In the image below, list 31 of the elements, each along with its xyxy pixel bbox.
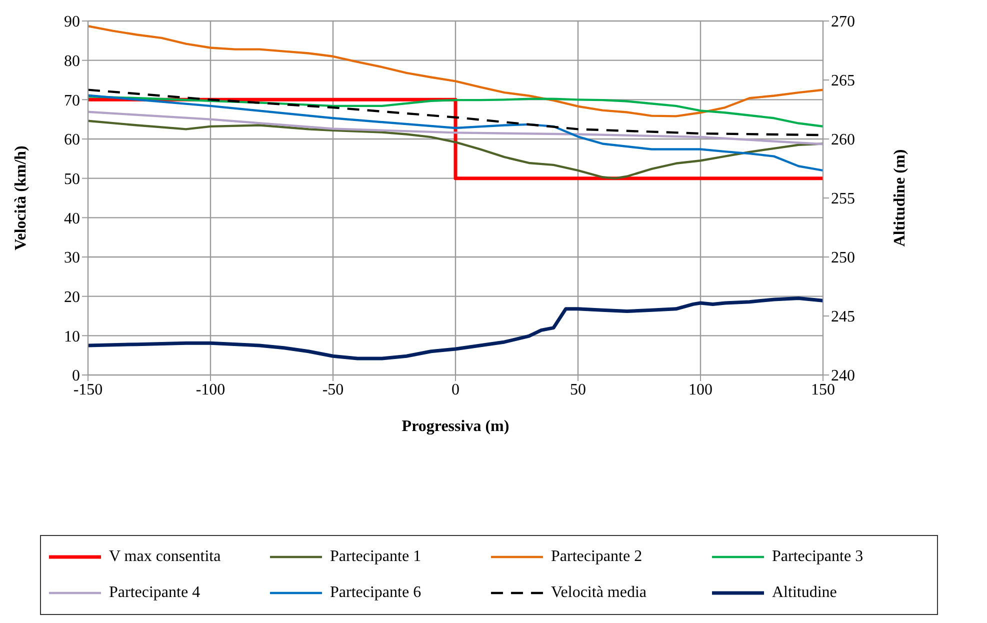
y-tick-label: 20 xyxy=(64,289,80,306)
x-tick-label: -100 xyxy=(196,381,226,398)
legend-label: Partecipante 3 xyxy=(772,548,864,566)
x-tick-label: -50 xyxy=(322,381,344,398)
legend-label: Velocità media xyxy=(551,584,647,602)
y2-tick-label: 245 xyxy=(831,308,855,326)
x-tick-label: 0 xyxy=(452,381,460,398)
y2-tick-label: 260 xyxy=(831,132,855,149)
y2-tick-label: 255 xyxy=(831,190,855,208)
y-tick-label: 50 xyxy=(64,171,80,188)
y-tick-label: 80 xyxy=(64,53,80,70)
legend-label: Partecipante 2 xyxy=(551,548,642,566)
y2-tick-label: 270 xyxy=(831,14,855,31)
y2-tick-label: 250 xyxy=(831,250,855,267)
x-tick-label: 50 xyxy=(570,381,586,398)
y-tick-label: 90 xyxy=(64,14,80,31)
legend-label: Partecipante 6 xyxy=(330,584,422,602)
y2-tick-label: 265 xyxy=(831,72,855,90)
legend-label: V max consentita xyxy=(109,548,221,566)
x-tick-label: 100 xyxy=(688,381,712,398)
legend-label: Partecipante 4 xyxy=(109,584,200,602)
y-tick-label: 40 xyxy=(64,210,80,228)
y-tick-label: 30 xyxy=(64,250,80,267)
x-axis-title: Progressiva (m) xyxy=(402,418,510,435)
legend-label: Partecipante 1 xyxy=(330,548,422,566)
y2-axis-title: Altitudine (m) xyxy=(892,149,909,247)
y-tick-label: 10 xyxy=(64,328,80,346)
y-tick-label: 70 xyxy=(64,92,80,110)
y-axis-title: Velocità (km/h) xyxy=(12,146,30,250)
legend-label: Altitudine xyxy=(772,584,837,602)
y-tick-label: 60 xyxy=(64,132,80,149)
